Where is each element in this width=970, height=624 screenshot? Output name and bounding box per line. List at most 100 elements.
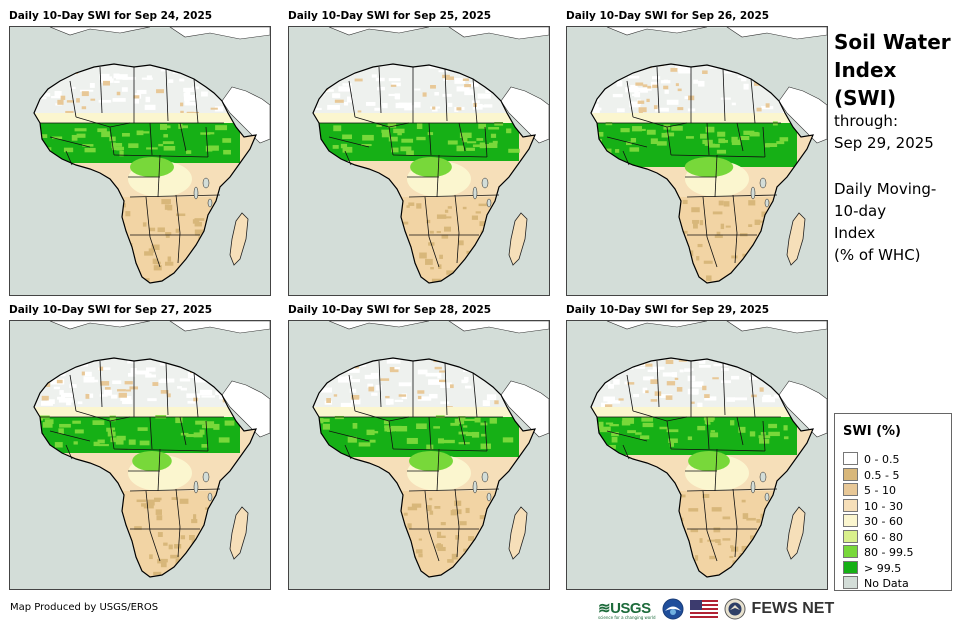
country-border (149, 122, 153, 156)
southern-patch (709, 555, 716, 560)
wet-patch (717, 131, 726, 137)
wet-patch (492, 140, 498, 144)
wet-patch (352, 422, 358, 429)
southern-patch (136, 499, 146, 503)
wet-patch (141, 131, 150, 134)
legend-swatch (843, 514, 858, 527)
wet-patch (180, 432, 189, 436)
sahara-patch (321, 89, 334, 92)
wet-patch (401, 138, 414, 143)
sahara-patch (613, 379, 620, 385)
southern-patch (703, 260, 713, 264)
southern-patch (152, 258, 159, 264)
country-border (706, 530, 718, 562)
southern-patch (479, 221, 488, 227)
legend: SWI (%) 0 - 0.5 0.5 - 5 5 - 10 10 - 30 30 - … (834, 413, 952, 591)
southern-patch (425, 258, 433, 265)
sahara-patch (113, 73, 120, 79)
lake (750, 186, 756, 200)
sahara-patch (733, 397, 748, 401)
legend-item: 0.5 - 5 (843, 467, 899, 482)
sahara-patch (99, 73, 110, 80)
southern-patch (723, 201, 730, 207)
southern-patch (167, 256, 172, 262)
wet-patch (458, 442, 470, 445)
wet-patch (620, 128, 630, 133)
wet-patch (381, 129, 391, 133)
dry-patch (645, 390, 649, 394)
wet-patch (416, 123, 423, 130)
sahara-patch (104, 76, 113, 81)
sahara-patch (678, 67, 691, 74)
dry-patch (357, 110, 362, 113)
dry-patch (654, 391, 662, 396)
sahara-patch (720, 97, 731, 100)
legend-item: 0 - 0.5 (843, 452, 899, 466)
country-border (328, 430, 370, 442)
country-border (458, 122, 466, 152)
europe-landmass (606, 321, 827, 334)
country-border (734, 526, 738, 558)
wet-patch (201, 444, 208, 448)
country-border (145, 490, 151, 532)
lake (207, 198, 213, 208)
sahara-patch (91, 379, 98, 383)
sahara-patch (172, 71, 178, 74)
southern-patch (431, 278, 442, 283)
wet-patch (372, 431, 379, 434)
sahara-patch (376, 86, 385, 91)
country-border (378, 360, 382, 408)
southern-patch (153, 265, 162, 271)
southern-patch (729, 555, 734, 559)
southern-patch (756, 519, 761, 523)
sahara-patch (338, 86, 353, 92)
wet-patch (416, 136, 426, 141)
africa-map (9, 26, 271, 296)
dry-patch (712, 377, 719, 380)
southern-patch (165, 235, 170, 238)
europe-landmass (606, 27, 827, 40)
dry-patch (334, 99, 344, 103)
southern-patch (479, 515, 489, 520)
sahara-patch (612, 93, 623, 98)
wet-patch (121, 133, 130, 137)
sahara-patch (340, 402, 353, 408)
wet-patch (661, 132, 669, 138)
wet-patch (98, 444, 109, 447)
wet-patch (208, 145, 219, 151)
southern-patch (436, 230, 441, 234)
southern-patch (194, 218, 205, 221)
country-border (157, 448, 161, 492)
country-border (424, 490, 430, 532)
country-border (484, 126, 488, 158)
sahara-patch (743, 83, 749, 90)
southern-patch (712, 211, 723, 215)
wet-patch (705, 126, 715, 133)
sahara-patch (603, 396, 616, 402)
wet-patch (109, 427, 116, 431)
country-border (408, 194, 500, 198)
dry-patch (354, 78, 363, 82)
dry-patch (100, 381, 110, 386)
madagascar (786, 506, 806, 560)
wet-patch (466, 141, 477, 144)
country-border (428, 122, 432, 156)
country-border (706, 122, 710, 156)
sahara-patch (690, 381, 704, 388)
southern-patch (193, 514, 197, 520)
sahara-patch (332, 93, 341, 98)
wet-patch (731, 136, 738, 143)
panel-title: Daily 10-Day SWI for Sep 28, 2025 (288, 304, 492, 316)
europe-landmass (328, 321, 549, 334)
country-border (408, 488, 500, 492)
sahara-patch (112, 380, 122, 385)
dry-patch (670, 67, 678, 72)
wet-patch (222, 138, 232, 143)
southern-patch (478, 203, 488, 207)
southern-patch (167, 204, 173, 211)
southern-patch (168, 544, 173, 550)
wet-patch (489, 418, 497, 424)
sahara-patch (66, 400, 72, 406)
wet-patch (768, 423, 778, 429)
dry-patch (494, 400, 499, 405)
